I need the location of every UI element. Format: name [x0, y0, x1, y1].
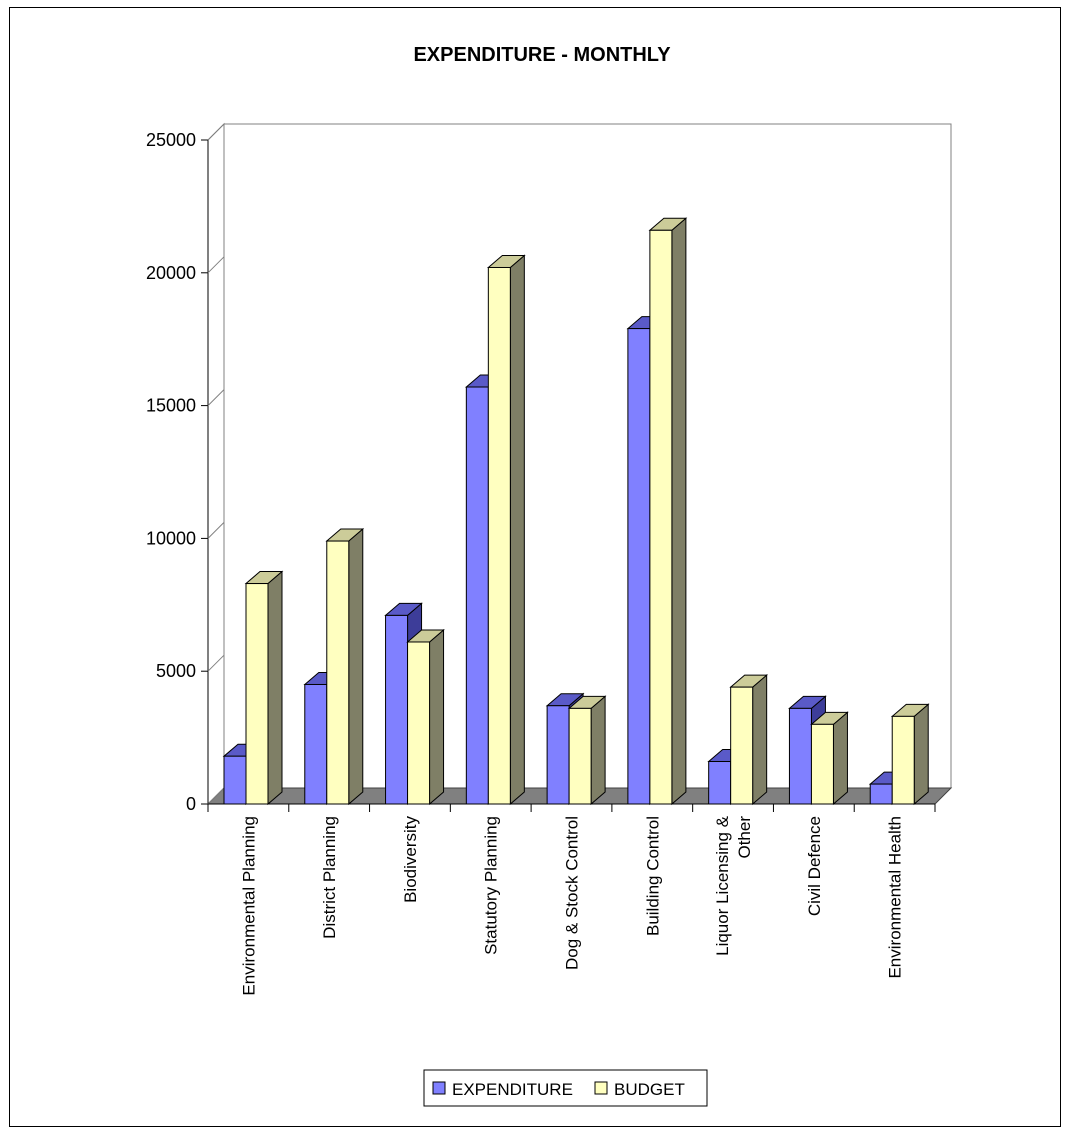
- y-tick-label: 0: [186, 794, 196, 814]
- y-tick-connector: [207, 787, 225, 805]
- legend-box: [423, 1069, 708, 1107]
- bar-front: [891, 715, 915, 805]
- legend-swatch: [594, 1081, 608, 1095]
- bar-side: [590, 695, 606, 806]
- bar-budget: [729, 674, 769, 806]
- bar-front: [810, 723, 834, 805]
- bar-side: [752, 674, 768, 806]
- bar-budget: [890, 703, 930, 806]
- category-label: Dog & Stock Control: [563, 816, 582, 970]
- category-label: Liquor Licensing & Other: [713, 815, 754, 956]
- bar-front: [627, 328, 651, 805]
- bar-side: [348, 527, 364, 806]
- bar-front: [708, 761, 732, 805]
- bar-side: [509, 254, 525, 806]
- legend-label: EXPENDITURE: [452, 1080, 573, 1099]
- plot-side-wall: [207, 122, 225, 806]
- bar-front: [487, 266, 511, 805]
- bar-front: [326, 540, 350, 805]
- category-label-line: Environmental Planning: [239, 816, 258, 996]
- category-label-line: Civil Defence: [805, 816, 824, 916]
- y-tick-connector: [207, 256, 225, 274]
- category-label: District Planning: [320, 816, 339, 939]
- bar-front: [407, 641, 431, 805]
- category-label: Building Control: [643, 816, 662, 936]
- y-tick-connector: [207, 654, 225, 672]
- bar-front: [869, 783, 893, 805]
- category-label: Biodiversity: [401, 816, 420, 903]
- bar-front: [223, 755, 247, 805]
- bar-budget: [406, 628, 445, 806]
- category-label: Statutory Planning: [482, 816, 501, 955]
- bar-front: [649, 229, 673, 805]
- y-tick-label: 15000: [146, 396, 196, 416]
- category-label-line: Liquor Licensing &: [713, 815, 732, 956]
- category-label: Environmental Health: [886, 816, 905, 979]
- legend-swatch: [432, 1081, 446, 1095]
- category-label-line: Building Control: [643, 816, 662, 936]
- category-label-line: Environmental Health: [886, 816, 905, 979]
- category-label: Environmental Planning: [239, 816, 258, 996]
- bar-side: [913, 703, 929, 806]
- bar-front: [465, 386, 489, 805]
- y-tick-label: 25000: [146, 130, 196, 150]
- category-label-line: Biodiversity: [401, 816, 420, 903]
- bar-front: [245, 583, 269, 805]
- bar-budget: [648, 217, 688, 806]
- category-label-line: Dog & Stock Control: [563, 816, 582, 970]
- y-tick-label: 10000: [146, 528, 196, 548]
- bar-budget: [810, 711, 849, 806]
- legend: EXPENDITURE BUDGET: [423, 1069, 708, 1107]
- bar-front: [730, 686, 754, 805]
- category-label-line: District Planning: [320, 816, 339, 939]
- y-tick-label: 20000: [146, 263, 196, 283]
- bar-front: [568, 707, 592, 805]
- bar-budget: [567, 695, 607, 806]
- bar-front: [385, 614, 409, 805]
- bar-side: [429, 628, 445, 806]
- bar-side: [671, 217, 687, 806]
- bar-side: [832, 711, 848, 806]
- y-tick-label: 5000: [156, 661, 196, 681]
- category-label: Civil Defence: [805, 816, 824, 916]
- category-label-line: Other: [735, 816, 754, 859]
- bar-front: [546, 705, 570, 805]
- y-tick-connector: [207, 522, 225, 539]
- bar-budget: [486, 254, 526, 806]
- bar-budget: [244, 570, 284, 806]
- y-tick-connector: [207, 389, 225, 406]
- bar-front: [788, 707, 812, 805]
- legend-label: BUDGET: [614, 1080, 685, 1099]
- category-label-line: Statutory Planning: [482, 816, 501, 955]
- bar-front: [304, 683, 328, 805]
- y-tick-connector: [207, 123, 225, 141]
- chart-title: EXPENDITURE - MONTHLY: [413, 44, 671, 66]
- bar-budget: [325, 527, 365, 806]
- bar-side: [267, 570, 283, 806]
